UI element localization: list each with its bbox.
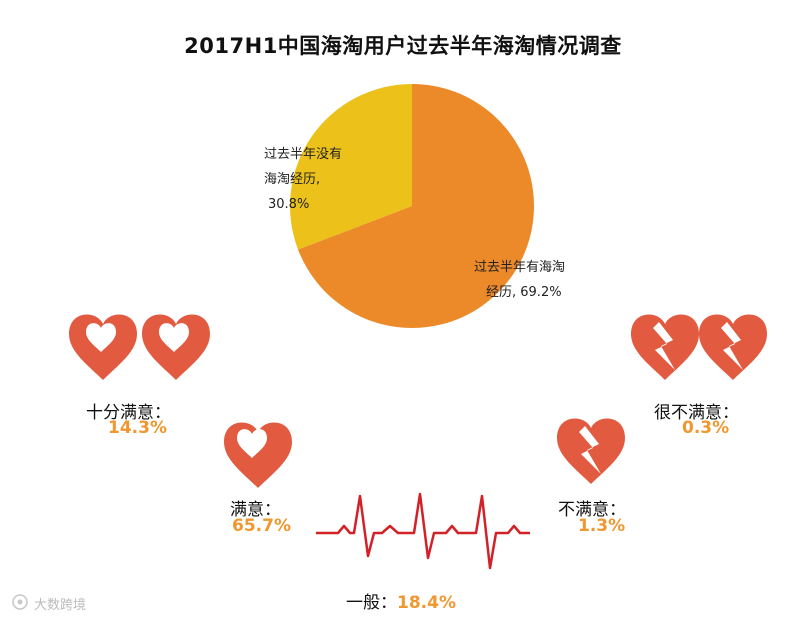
very-satisfied-label: 十分满意： bbox=[86, 403, 171, 423]
pie-label-no-experience: 过去半年没有 海淘经历, 30.8% bbox=[264, 142, 342, 217]
pie-slice-has-experience bbox=[298, 84, 534, 328]
heartbeat-line-icon bbox=[316, 492, 530, 570]
pie-label-line: 30.8% bbox=[268, 197, 310, 212]
satisfied-label: 满意： bbox=[230, 500, 281, 520]
heart-icon bbox=[142, 314, 210, 380]
pie-label-line: 经历, 69.2% bbox=[486, 285, 562, 300]
very-unsatisfied-label: 很不满意： bbox=[654, 403, 739, 423]
chart-title: 2017H1中国海淘用户过去半年海淘情况调查 bbox=[184, 34, 622, 58]
heart-icon bbox=[224, 422, 292, 488]
pie-slice-no-experience bbox=[289, 84, 412, 250]
source-credit: 大数跨境 bbox=[34, 598, 87, 613]
pie-label-line: 海淘经历, bbox=[264, 172, 321, 187]
pie-label-line: 过去半年没有 bbox=[264, 147, 343, 162]
neutral-value: 18.4% bbox=[397, 593, 456, 613]
broken-heart-icon bbox=[699, 314, 767, 380]
very-unsatisfied-value: 0.3% bbox=[682, 418, 730, 438]
unsatisfied-label: 不满意： bbox=[558, 500, 626, 520]
pie-label-has-experience: 过去半年有海淘 经历, 69.2% bbox=[474, 255, 565, 305]
pie-label-line: 过去半年有海淘 bbox=[474, 260, 566, 275]
neutral-label: 一般： bbox=[346, 593, 397, 613]
neutral-stat: 一般：18.4% bbox=[346, 588, 456, 613]
heart-icon bbox=[69, 314, 137, 380]
camera-icon bbox=[12, 594, 28, 610]
broken-heart-icon bbox=[557, 418, 625, 484]
satisfied-value: 65.7% bbox=[232, 516, 291, 536]
very-satisfied-value: 14.3% bbox=[108, 418, 167, 438]
unsatisfied-value: 1.3% bbox=[578, 516, 626, 536]
broken-heart-icon bbox=[631, 314, 699, 380]
